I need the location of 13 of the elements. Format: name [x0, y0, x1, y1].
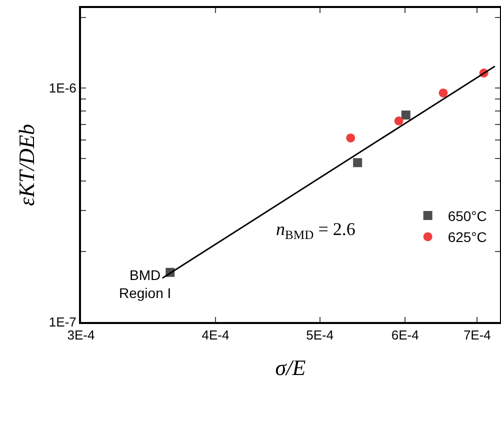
- legend-label: 625°C: [448, 229, 487, 246]
- annotation: n$_{BMD}$ = 2.6: [276, 219, 356, 242]
- annotation: BMD Region I: [119, 267, 172, 302]
- y-axis-title: ε̇KT/DEb: [14, 124, 40, 206]
- x-tick-label: 5E-4: [306, 328, 334, 343]
- x-tick-label: 7E-4: [463, 328, 491, 343]
- y-tick-label: 1E-7: [48, 314, 76, 330]
- y-tick-label: 1E-6: [48, 80, 76, 96]
- legend-label: 650°C: [448, 208, 487, 224]
- x-tick-label: 3E-4: [67, 328, 95, 343]
- x-axis-title: σ/E: [275, 355, 306, 380]
- x-tick-label: 4E-4: [202, 328, 230, 343]
- x-tick-label: 6E-4: [391, 328, 419, 343]
